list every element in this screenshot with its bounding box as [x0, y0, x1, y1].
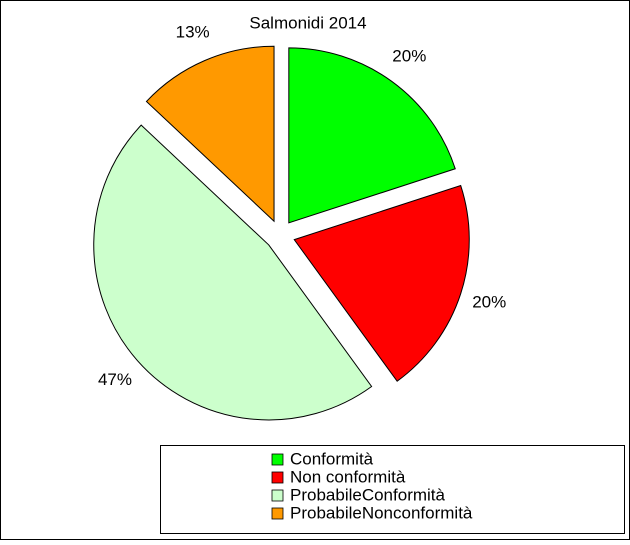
pie-slice	[293, 184, 470, 382]
data-label: 20%	[392, 47, 426, 66]
legend-swatch	[271, 453, 284, 466]
legend-label: Non conformità	[290, 467, 406, 486]
chart-title: Salmonidi 2014	[249, 13, 366, 32]
legend-label: ProbabileConformità	[290, 485, 446, 504]
data-label: 20%	[472, 292, 506, 311]
legend-swatch	[271, 489, 284, 502]
pie-slice	[288, 47, 456, 224]
legend-swatch	[271, 507, 284, 520]
data-label: 13%	[176, 23, 210, 42]
legend-swatch	[271, 471, 284, 484]
pie-slice	[93, 124, 373, 421]
data-label: 47%	[98, 370, 132, 389]
legend-label: Conformità	[290, 449, 374, 468]
pie-slice	[145, 45, 275, 223]
legend-label: ProbabileNonconformità	[290, 503, 473, 522]
legend-box	[160, 445, 625, 534]
